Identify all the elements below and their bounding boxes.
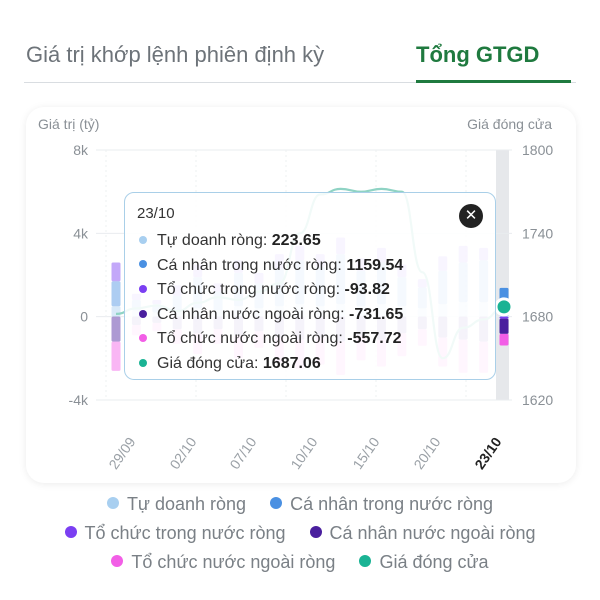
bar-segment — [111, 341, 121, 371]
bar-segment — [111, 306, 121, 317]
legend-label: Tổ chức trong nước ròng — [84, 523, 286, 543]
tooltip-row: Cá nhân trong nước ròng: 1159.54 — [139, 254, 485, 279]
legend-dot-icon — [270, 497, 283, 510]
legend-label: Giá đóng cửa — [379, 552, 489, 572]
legend-dot-icon — [64, 526, 77, 539]
legend-dot-icon — [139, 358, 147, 367]
legend-item[interactable]: Giá đóng cửa — [359, 552, 489, 573]
tooltip-value: 223.65 — [271, 232, 321, 249]
y-tick-right: 1740 — [522, 225, 553, 241]
tooltip-row: Cá nhân nước ngoài ròng: -731.65 — [139, 303, 485, 328]
close-icon[interactable]: ✕ — [459, 204, 483, 228]
tooltip-row: Giá đóng cửa: 1687.06 — [139, 352, 485, 377]
x-tick-label: 07/10 — [226, 434, 259, 472]
tooltip-label: Giá đóng cửa: — [157, 354, 263, 372]
x-tick-label: 20/10 — [410, 434, 443, 472]
legend-dot-icon — [359, 555, 372, 568]
legend-item[interactable]: Tổ chức nước ngoài ròng — [111, 552, 335, 573]
bar-segment — [499, 318, 509, 334]
legend-dot-icon — [106, 497, 119, 510]
legend-dot-icon — [309, 526, 322, 539]
legend-item[interactable]: Cá nhân trong nước ròng — [270, 494, 493, 515]
tooltip-label: Cá nhân trong nước ròng: — [157, 256, 347, 274]
y-tick-right: 1620 — [522, 392, 553, 408]
legend-row: Tự doanh ròng Cá nhân trong nước ròng — [0, 494, 600, 515]
highlight-column — [496, 150, 509, 400]
legend-row: Tổ chức nước ngoài ròng Giá đóng cửa — [0, 552, 600, 573]
tooltip-value: -557.72 — [347, 330, 402, 348]
legend-dot-icon — [139, 309, 147, 318]
y-tick-left: -4k — [69, 392, 89, 408]
tab-periodic-matching-value[interactable]: Giá trị khớp lệnh phiên định kỳ — [26, 42, 325, 67]
legend-label: Tổ chức nước ngoài ròng — [131, 552, 336, 572]
bar-segment — [111, 281, 121, 307]
tooltip-value: 1687.06 — [262, 354, 321, 372]
tooltip-row: Tổ chức trong nước ròng: -93.82 — [139, 278, 485, 303]
legend-dot-icon — [111, 555, 124, 568]
tab-total-trading-value[interactable]: Tổng GTGD — [416, 42, 540, 67]
tooltip-value: -731.65 — [349, 305, 404, 323]
legend-dot-icon — [139, 235, 147, 244]
y-axis-right-label: Giá đóng cửa — [467, 116, 552, 132]
y-tick-left: 8k — [73, 142, 89, 158]
tooltip-label: Tổ chức nước ngoài ròng: — [157, 330, 348, 348]
bar-segment — [111, 316, 121, 342]
x-tick-label: 02/10 — [166, 434, 199, 472]
y-tick-right: 1800 — [522, 142, 553, 158]
tooltip-label: Cá nhân nước ngoài ròng: — [157, 305, 349, 323]
legend-dot-icon — [139, 334, 147, 343]
y-tick-right: 1680 — [522, 309, 553, 325]
legend-item[interactable]: Tổ chức trong nước ròng — [64, 523, 286, 544]
tab-bar: Giá trị khớp lệnh phiên định kỳ Tổng GTG… — [24, 38, 576, 86]
active-tab-indicator — [416, 80, 571, 83]
tooltip-value: 1159.54 — [346, 256, 404, 274]
legend-dot-icon — [139, 284, 147, 293]
y-axis-left-label: Giá trị (tỷ) — [38, 116, 99, 132]
tab-divider — [24, 82, 576, 83]
x-tick-label: 10/10 — [287, 434, 320, 472]
tooltip-row: Tổ chức nước ngoài ròng: -557.72 — [139, 327, 485, 352]
legend-label: Cá nhân nước ngoài ròng — [329, 523, 536, 543]
x-tick-label: 29/09 — [105, 434, 138, 472]
tooltip-label: Tự doanh ròng: — [157, 232, 272, 249]
tooltip-row: Tự doanh ròng: 223.65 — [139, 229, 485, 254]
bar-segment — [499, 316, 509, 319]
y-tick-left: 4k — [73, 225, 89, 241]
tooltip-label: Tổ chức trong nước ròng: — [157, 281, 345, 299]
y-tick-left: 0 — [80, 309, 88, 325]
close-price-marker — [494, 297, 514, 317]
legend-label: Cá nhân trong nước ròng — [290, 494, 494, 514]
bar-segment — [499, 333, 509, 346]
legend-item[interactable]: Tự doanh ròng — [106, 494, 247, 515]
x-tick-label: 23/10 — [471, 434, 504, 472]
tooltip-value: -93.82 — [344, 281, 390, 299]
x-tick-label: 15/10 — [349, 434, 382, 472]
data-tooltip: 23/10 ✕ Tự doanh ròng: 223.65 Cá nhân tro… — [124, 192, 496, 380]
legend-row: Tổ chức trong nước ròng Cá nhân nước ngoà… — [0, 523, 600, 544]
tooltip-date: 23/10 — [137, 205, 175, 222]
legend-item[interactable]: Cá nhân nước ngoài ròng — [309, 523, 536, 544]
legend-label: Tự doanh ròng — [126, 494, 247, 514]
bar-segment — [111, 262, 121, 282]
legend-dot-icon — [139, 260, 147, 269]
